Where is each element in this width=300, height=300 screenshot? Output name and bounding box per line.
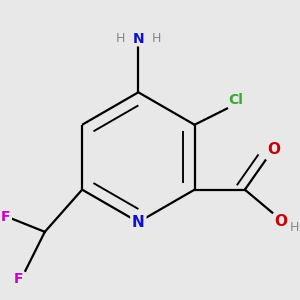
Text: Cl: Cl [229,93,244,107]
Text: H: H [116,32,125,45]
Text: O: O [274,214,287,229]
Text: F: F [1,210,11,224]
Text: N: N [132,214,145,230]
Text: H: H [152,32,161,45]
Text: N: N [133,32,144,46]
Text: H: H [290,221,299,234]
Text: O: O [267,142,280,157]
Text: F: F [14,272,24,286]
